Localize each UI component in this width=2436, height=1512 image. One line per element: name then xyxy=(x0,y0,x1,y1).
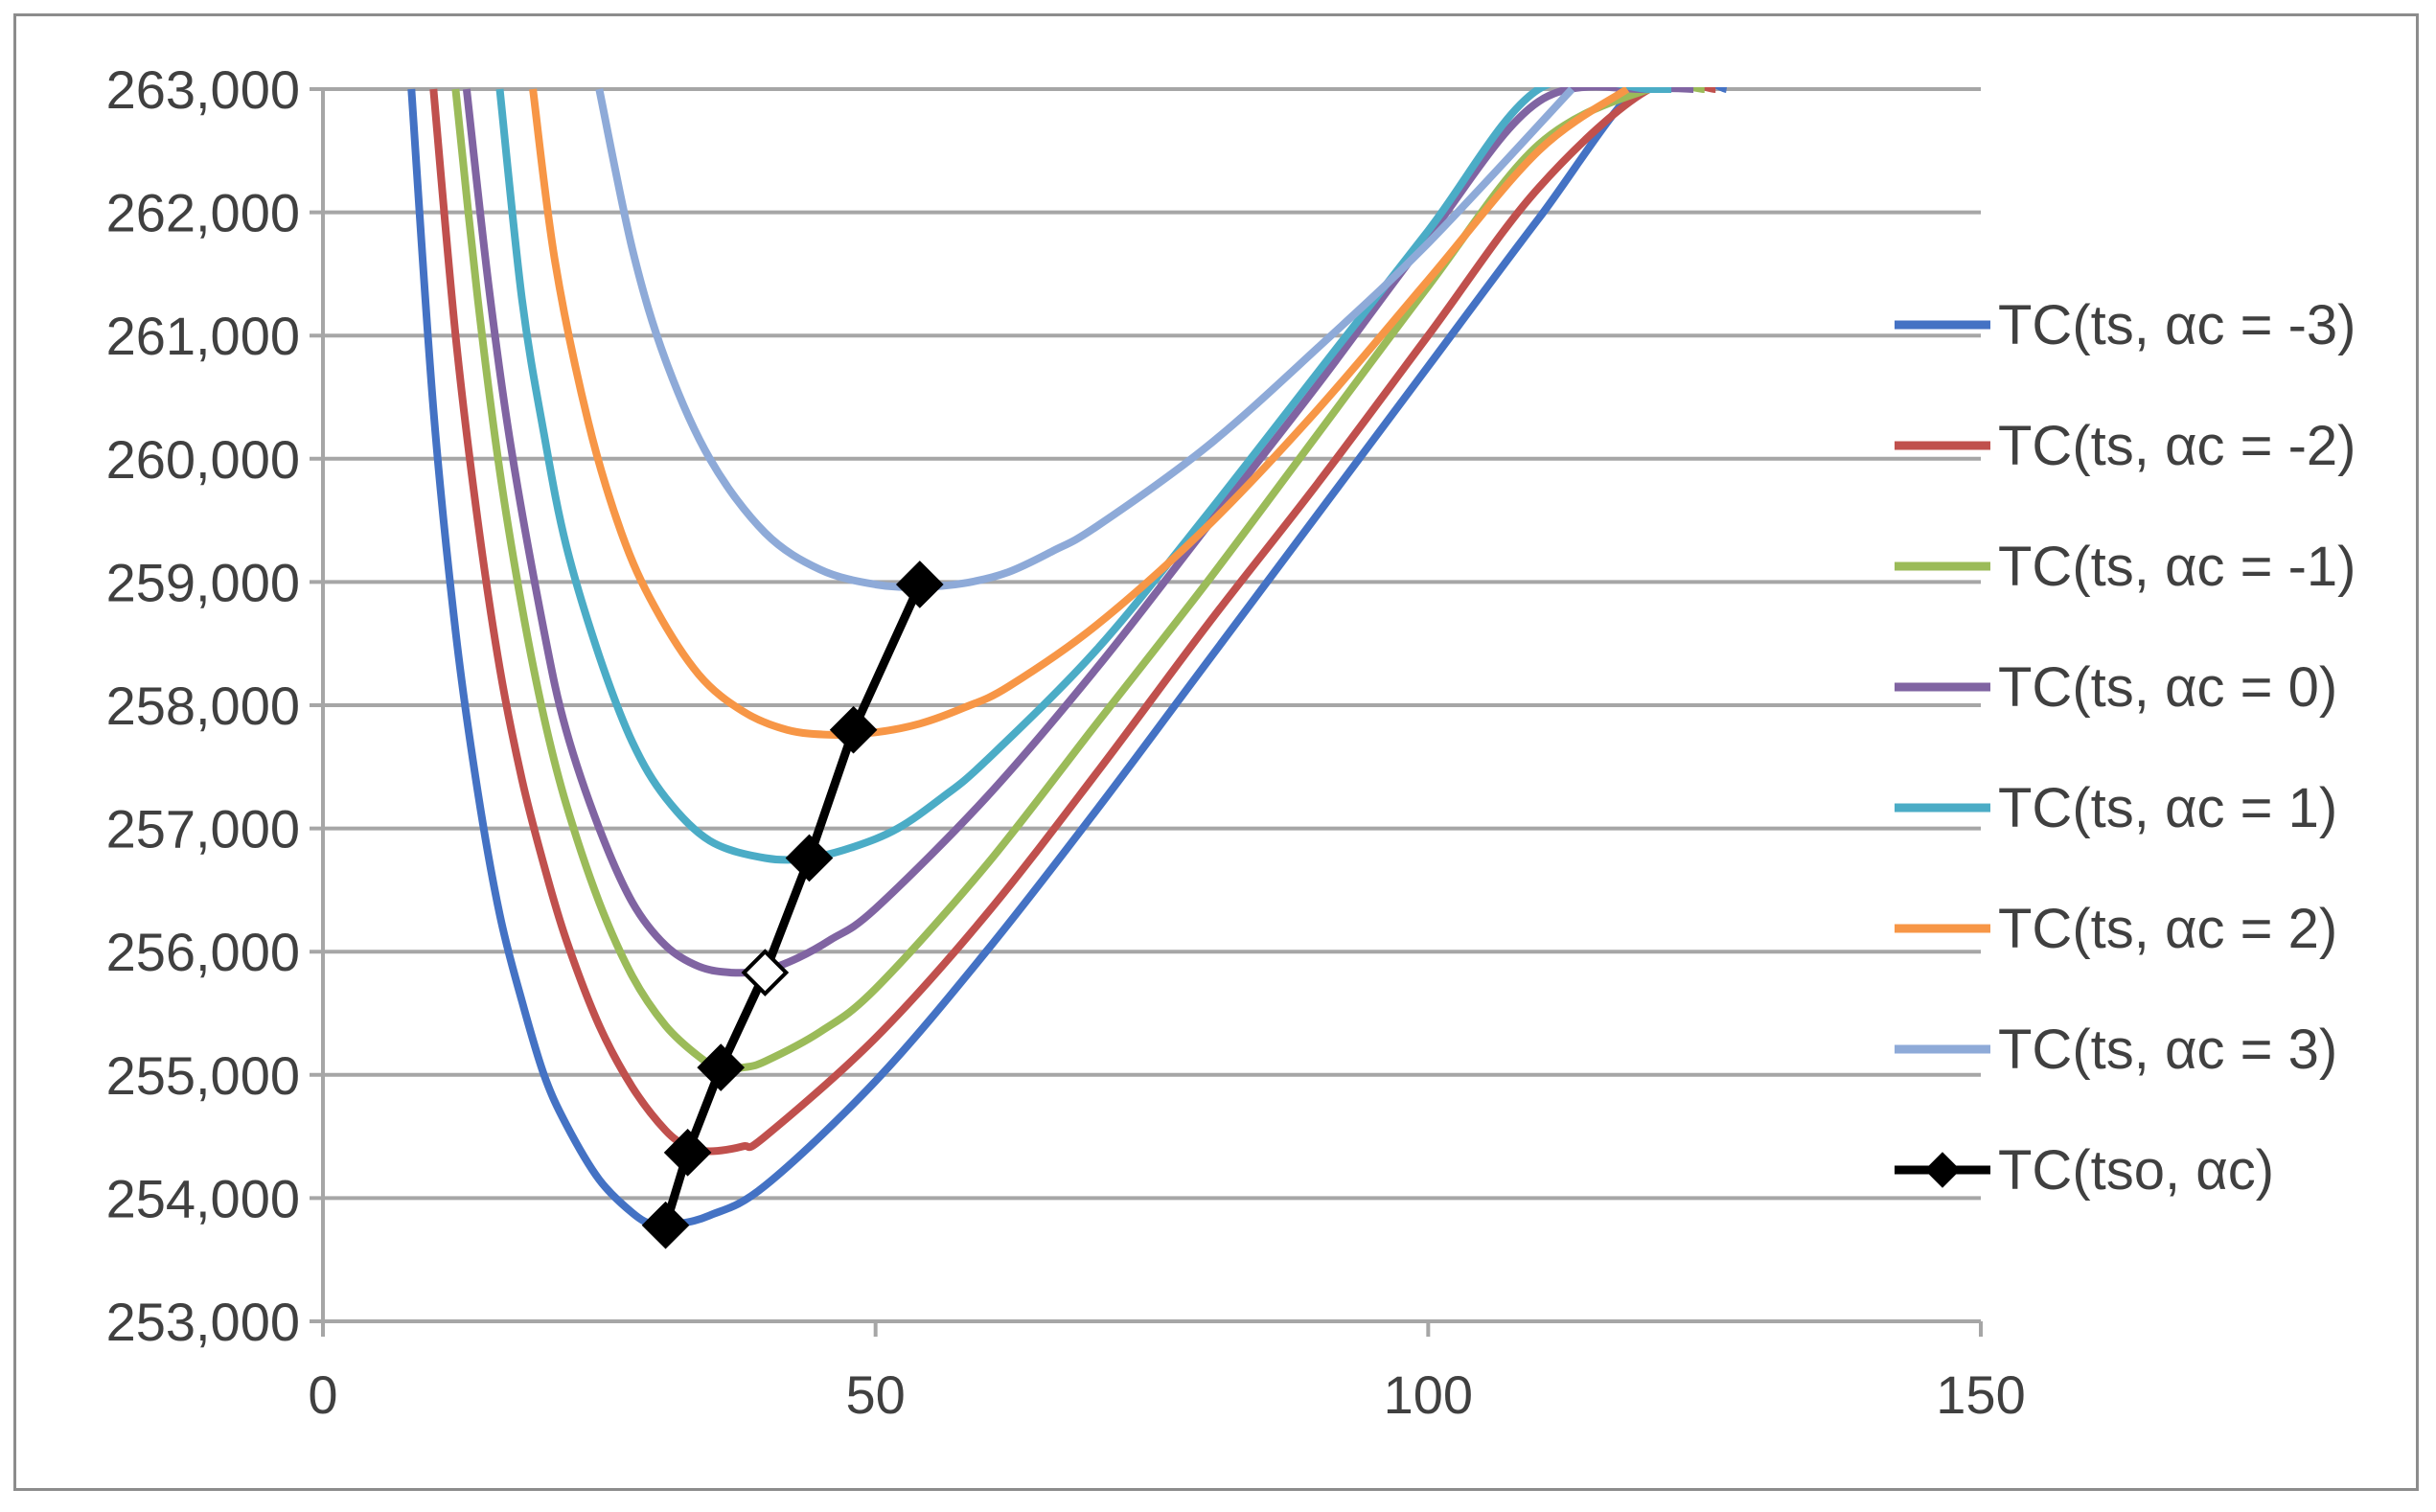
optimum-marker xyxy=(641,1201,690,1249)
legend-label: TC(ts, αc = 0) xyxy=(1998,656,2337,719)
optimum-marker xyxy=(895,561,944,608)
chart-frame: 253,000 254,000 255,000 256,000 257,000 258,0… xyxy=(13,13,2419,1491)
series-line-tc-ts-c-3 xyxy=(407,87,1728,1230)
series-line-tc-ts-c-2 xyxy=(529,87,1630,739)
series-line-tc-ts-c-1 xyxy=(451,87,1705,1074)
y-tick-label: 263,000 xyxy=(106,59,300,120)
y-tick-label: 257,000 xyxy=(106,799,300,859)
x-tick-label: 100 xyxy=(1384,1364,1473,1425)
optimum-marker xyxy=(785,834,834,882)
x-tick-label: 150 xyxy=(1936,1364,2025,1425)
legend-label: TC(ts, αc = -1) xyxy=(1998,536,2356,598)
x-tick-label: 50 xyxy=(846,1364,906,1425)
y-tick-label: 262,000 xyxy=(106,183,300,243)
legend-label: TC(ts, αc = -3) xyxy=(1998,294,2356,356)
y-tick-label: 253,000 xyxy=(106,1292,300,1352)
optimum-marker xyxy=(697,1043,746,1091)
y-tick-label: 260,000 xyxy=(106,429,300,490)
x-tick-label: 0 xyxy=(308,1364,337,1425)
legend-label: TC(tso, αc) xyxy=(1998,1139,2274,1202)
legend-label: TC(ts, αc = 2) xyxy=(1998,898,2337,960)
series-line-tc-ts-c-2 xyxy=(429,87,1716,1156)
y-tick-label: 256,000 xyxy=(106,922,300,982)
line-chart: 253,000 254,000 255,000 256,000 257,000 258,0… xyxy=(106,59,2356,1425)
legend-marker xyxy=(1924,1152,1961,1188)
series-line-tc-ts-c-0 xyxy=(462,87,1694,977)
y-tick-label: 258,000 xyxy=(106,676,300,736)
axes: 253,000 254,000 255,000 256,000 257,000 258,0… xyxy=(106,59,2026,1425)
y-tick-label: 259,000 xyxy=(106,552,300,612)
y-tick-label: 255,000 xyxy=(106,1045,300,1106)
optimum-marker xyxy=(663,1128,712,1177)
y-tick-label: 261,000 xyxy=(106,306,300,366)
legend-label: TC(ts, αc = 3) xyxy=(1998,1019,2337,1081)
legend-label: TC(ts, αc = 1) xyxy=(1998,777,2337,839)
series-line-tc-ts-c-1 xyxy=(495,87,1672,864)
plot-area xyxy=(407,87,1728,1249)
optimum-marker-highlight xyxy=(741,949,790,997)
y-tick-label: 254,000 xyxy=(106,1168,300,1228)
series-line-tc-ts-c-3 xyxy=(595,87,1575,591)
legend-label: TC(ts, αc = -2) xyxy=(1998,415,2356,477)
optimum-marker xyxy=(829,705,878,754)
legend: TC(ts, αc = -3) TC(ts, αc = -2) TC(ts, αc … xyxy=(1895,294,2356,1202)
